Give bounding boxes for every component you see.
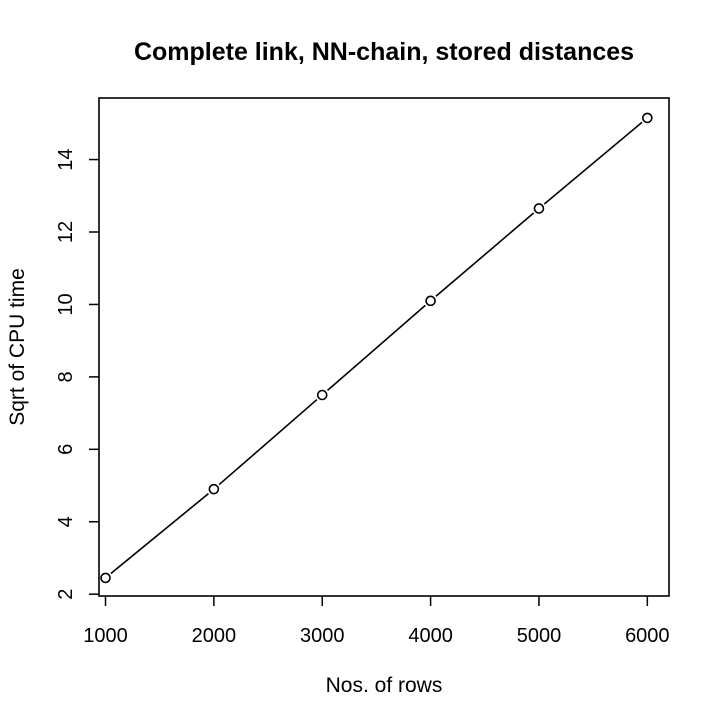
series-layer [100,112,653,584]
data-point [100,572,111,584]
series-line-segment [218,398,318,486]
data-point [316,389,328,401]
x-axis: 1000 2000 3000 4000 5000 6000 [83,596,670,647]
y-axis-label: Sqrt of CPU time [6,268,29,426]
data-point [533,203,545,214]
y-tick-label: 14 [55,148,77,170]
y-tick-label: 8 [55,371,77,382]
y-tick-label: 2 [55,589,77,600]
x-tick-label: 4000 [408,625,453,647]
plot-frame [98,97,670,597]
data-point [642,112,653,124]
x-tick-label: 5000 [517,625,562,647]
x-tick-label: 1000 [83,625,128,647]
series-line-segment [543,121,643,205]
y-tick-label: 6 [55,444,77,455]
series-line-segment [435,212,535,297]
x-tick-label: 6000 [625,625,670,647]
y-tick-label: 10 [55,293,77,315]
x-tick-label: 2000 [192,625,237,647]
x-axis-label: Nos. of rows [326,674,443,697]
chart-title: Complete link, NN-chain, stored distance… [134,38,634,66]
data-point [425,295,436,307]
y-tick-label: 12 [55,221,77,243]
series-line-segment [326,304,426,392]
y-tick-label: 4 [55,516,77,527]
data-point [208,483,220,495]
series-line-segment [110,492,209,575]
x-tick-label: 3000 [300,625,345,647]
y-axis: 2 4 6 8 10 12 14 [55,148,99,600]
